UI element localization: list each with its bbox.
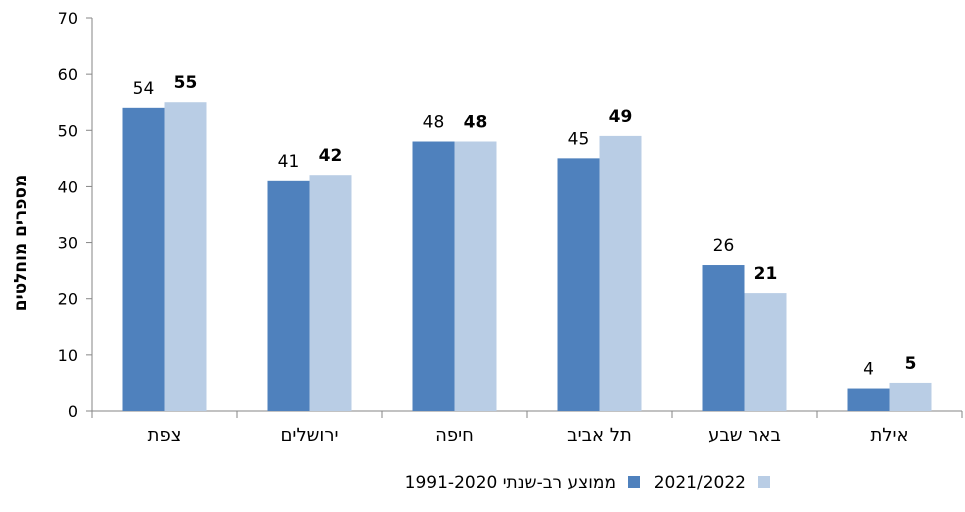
x-tick-label: תל אביב <box>567 425 632 446</box>
bars <box>122 102 932 411</box>
data-label: 48 <box>464 113 488 133</box>
bar <box>412 141 455 411</box>
x-tick-label: ירושלים <box>280 425 338 446</box>
bar <box>164 102 207 411</box>
legend-label: 2021/2022 <box>654 473 746 493</box>
data-label: 49 <box>609 107 633 127</box>
bar <box>889 382 932 411</box>
x-tick-label: באר שבע <box>708 425 781 446</box>
y-tick-label: 60 <box>58 65 78 84</box>
axes: 0 10 20 30 40 50 60 70 צפת ירושלים חיפה תל אביב באר … <box>58 9 963 446</box>
y-tick-label: 50 <box>58 121 78 140</box>
bar <box>122 107 165 411</box>
bar <box>557 158 600 411</box>
data-label: 4 <box>863 360 874 380</box>
data-label: 45 <box>568 129 590 149</box>
x-tick-label: חיפה <box>435 425 474 446</box>
data-label: 41 <box>278 152 300 172</box>
y-tick-label: 70 <box>58 9 78 28</box>
data-label: 5 <box>905 354 917 374</box>
bar <box>847 388 890 411</box>
bar <box>454 141 497 411</box>
data-label: 26 <box>713 236 735 256</box>
legend-swatch <box>628 476 640 488</box>
legend: ממוצע רב-שנתי 1991-2020 2021/2022 <box>405 473 770 493</box>
legend-label: ממוצע רב-שנתי 1991-2020 <box>405 473 616 493</box>
y-tick-label: 20 <box>58 290 78 309</box>
bar <box>702 265 745 411</box>
bar <box>267 180 310 411</box>
bar <box>309 175 352 411</box>
y-axis-label: מספרים מוחלטים <box>11 175 31 312</box>
y-tick-label: 40 <box>58 177 78 196</box>
data-label: 42 <box>319 146 343 166</box>
bar <box>744 293 787 411</box>
data-label: 48 <box>423 113 445 133</box>
data-label: 54 <box>133 79 155 99</box>
bar <box>599 135 642 411</box>
legend-swatch <box>758 476 770 488</box>
x-tick-label: אילת <box>870 425 908 446</box>
y-tick-label: 10 <box>58 346 78 365</box>
y-tick-label: 0 <box>68 402 78 421</box>
y-tick-label: 30 <box>58 234 78 253</box>
x-tick-label: צפת <box>148 425 182 446</box>
data-label: 55 <box>174 73 198 93</box>
data-label: 21 <box>754 264 778 284</box>
